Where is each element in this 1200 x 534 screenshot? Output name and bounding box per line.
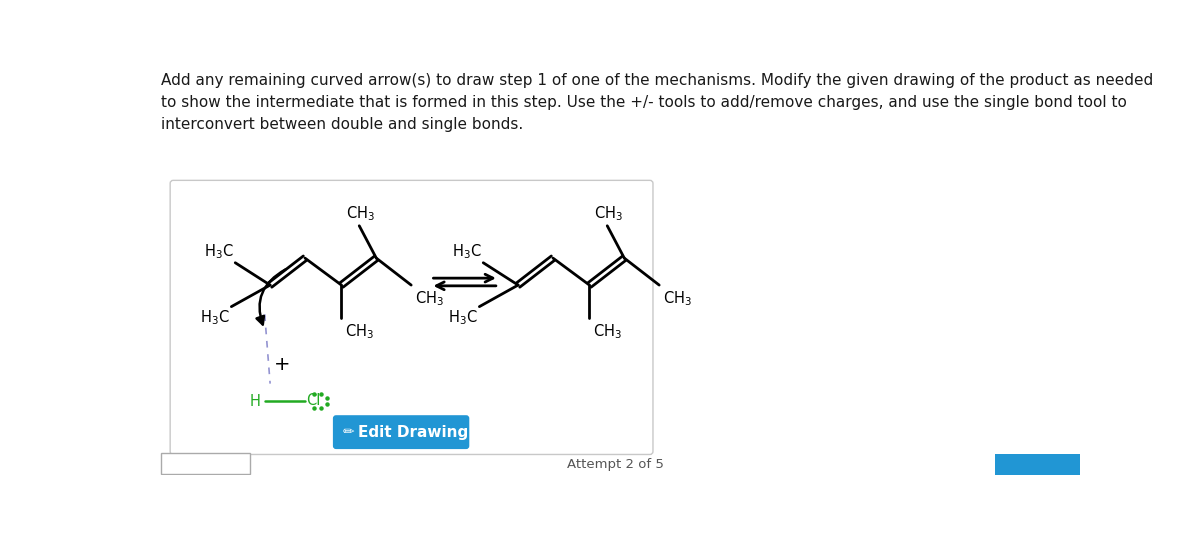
Text: CH$_3$: CH$_3$ bbox=[346, 322, 374, 341]
FancyBboxPatch shape bbox=[332, 415, 469, 449]
FancyBboxPatch shape bbox=[170, 180, 653, 454]
Text: CH$_3$: CH$_3$ bbox=[594, 204, 623, 223]
Text: Attempt 2 of 5: Attempt 2 of 5 bbox=[566, 458, 664, 471]
Text: H$_3$C: H$_3$C bbox=[200, 308, 230, 327]
Text: Add any remaining curved arrow(s) to draw step 1 of one of the mechanisms. Modif: Add any remaining curved arrow(s) to dra… bbox=[161, 73, 1153, 131]
Text: Edit Drawing: Edit Drawing bbox=[359, 425, 469, 439]
Text: H$_3$C: H$_3$C bbox=[452, 242, 481, 261]
Text: ✏: ✏ bbox=[342, 425, 354, 439]
Text: +: + bbox=[274, 355, 290, 374]
Text: H$_3$C: H$_3$C bbox=[449, 308, 478, 327]
Text: H$_3$C: H$_3$C bbox=[204, 242, 234, 261]
FancyArrowPatch shape bbox=[257, 270, 286, 325]
Text: CH$_3$: CH$_3$ bbox=[415, 289, 444, 308]
Text: Cl: Cl bbox=[306, 393, 320, 408]
Text: CH$_3$: CH$_3$ bbox=[593, 322, 623, 341]
FancyBboxPatch shape bbox=[161, 453, 250, 474]
Text: CH$_3$: CH$_3$ bbox=[347, 204, 376, 223]
FancyBboxPatch shape bbox=[995, 454, 1080, 475]
Text: CH$_3$: CH$_3$ bbox=[664, 289, 692, 308]
Text: H: H bbox=[250, 394, 260, 409]
